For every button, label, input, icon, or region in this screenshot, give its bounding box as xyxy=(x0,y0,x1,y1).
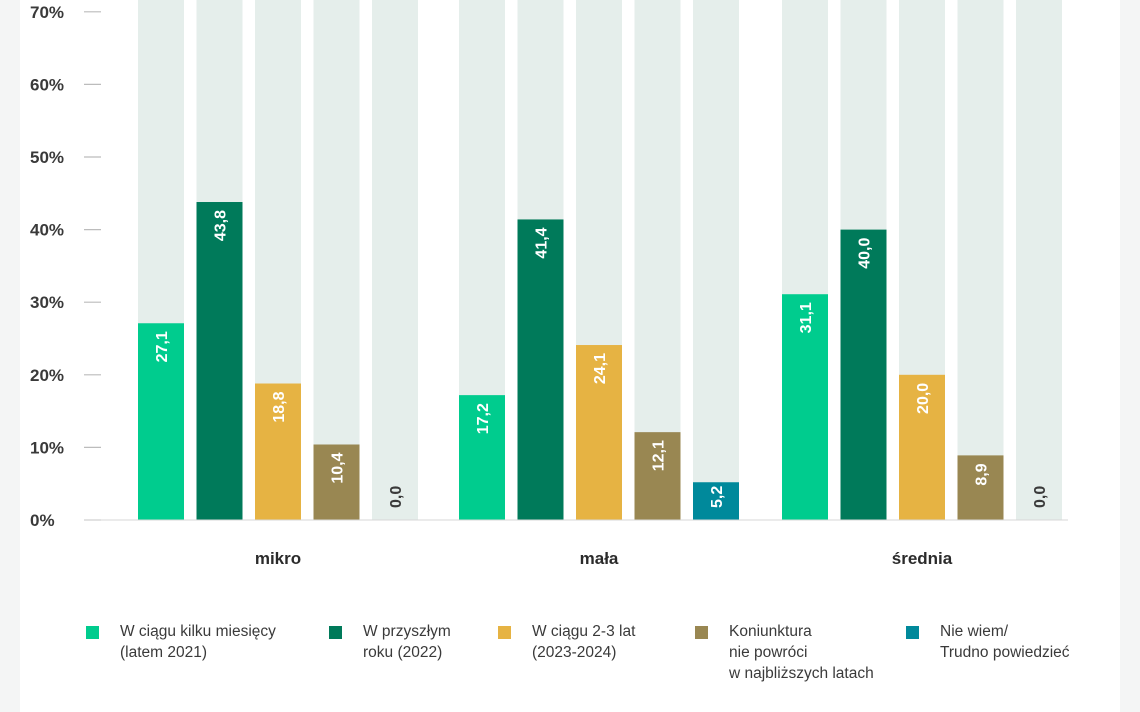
legend-swatch xyxy=(329,626,342,639)
bar xyxy=(313,444,360,520)
bar-value-label: 24,1 xyxy=(592,353,609,384)
legend-swatch xyxy=(86,626,99,639)
bar xyxy=(196,202,243,520)
bar xyxy=(138,323,184,520)
bar xyxy=(634,432,681,520)
y-tick-label: 50% xyxy=(30,148,64,167)
bar-value-label: 18,8 xyxy=(271,391,288,422)
bar xyxy=(693,482,739,520)
bar-value-label: 20,0 xyxy=(915,383,932,414)
legend-label: W przyszłym roku (2022) xyxy=(363,623,451,661)
legend: W ciągu kilku miesięcy (latem 2021) W przy… xyxy=(86,623,1070,682)
y-tick-label: 70% xyxy=(30,3,64,22)
y-axis: 0% 10% 20% 30% 40% 50% 60% 70% xyxy=(30,3,101,530)
bar-value-label: 10,4 xyxy=(330,452,347,483)
bar-value-label: 12,1 xyxy=(651,440,668,471)
bar-value-label: 5,2 xyxy=(709,486,726,508)
background-bar xyxy=(693,0,739,520)
legend-swatch xyxy=(695,626,708,639)
y-tick-label: 30% xyxy=(30,293,64,312)
bar-value-label: 40,0 xyxy=(857,237,874,268)
value-labels: 27,1 43,8 18,8 10,4 0,0 17,2 41,4 24,1 12,1 5,2 31… xyxy=(154,210,1049,508)
background-bar xyxy=(372,0,418,520)
y-tick-label: 10% xyxy=(30,438,64,457)
bar xyxy=(576,345,622,520)
bar-value-label: 0,0 xyxy=(1032,486,1049,508)
bar-value-label: 27,1 xyxy=(154,331,171,362)
category-label: mała xyxy=(580,549,619,568)
category-label: mikro xyxy=(255,549,301,568)
legend-label: W ciągu 2-3 lat (2023-2024) xyxy=(532,623,636,661)
data-bars xyxy=(138,202,1004,520)
bar-value-label: 31,1 xyxy=(798,302,815,333)
legend-swatch xyxy=(906,626,919,639)
bar-value-label: 41,4 xyxy=(534,227,551,258)
bar xyxy=(782,294,828,520)
y-tick-label: 60% xyxy=(30,75,64,94)
bar xyxy=(840,229,887,520)
y-tick-label: 40% xyxy=(30,221,64,240)
bar-value-label: 8,9 xyxy=(974,463,991,485)
y-tick-label: 0% xyxy=(30,511,55,530)
bar xyxy=(517,219,564,520)
legend-swatch xyxy=(498,626,511,639)
legend-label: Nie wiem/Trudno powiedzieć xyxy=(940,623,1070,661)
bar xyxy=(899,374,945,520)
legend-label: Koniunktura nie powróci w najbliższych lat… xyxy=(728,623,874,682)
x-axis: mikro mała średnia xyxy=(84,519,1068,568)
background-bar xyxy=(957,0,1004,520)
bar xyxy=(255,383,301,520)
legend-label: W ciągu kilku miesięcy (latem 2021) xyxy=(120,623,276,661)
bar-value-label: 17,2 xyxy=(475,403,492,434)
bar xyxy=(459,395,505,520)
bar-value-label: 0,0 xyxy=(388,486,405,508)
category-label: średnia xyxy=(892,549,953,568)
y-tick-label: 20% xyxy=(30,366,64,385)
bar xyxy=(957,455,1004,520)
bar-value-label: 43,8 xyxy=(213,210,230,241)
background-bar xyxy=(313,0,360,520)
background-bar xyxy=(1016,0,1062,520)
